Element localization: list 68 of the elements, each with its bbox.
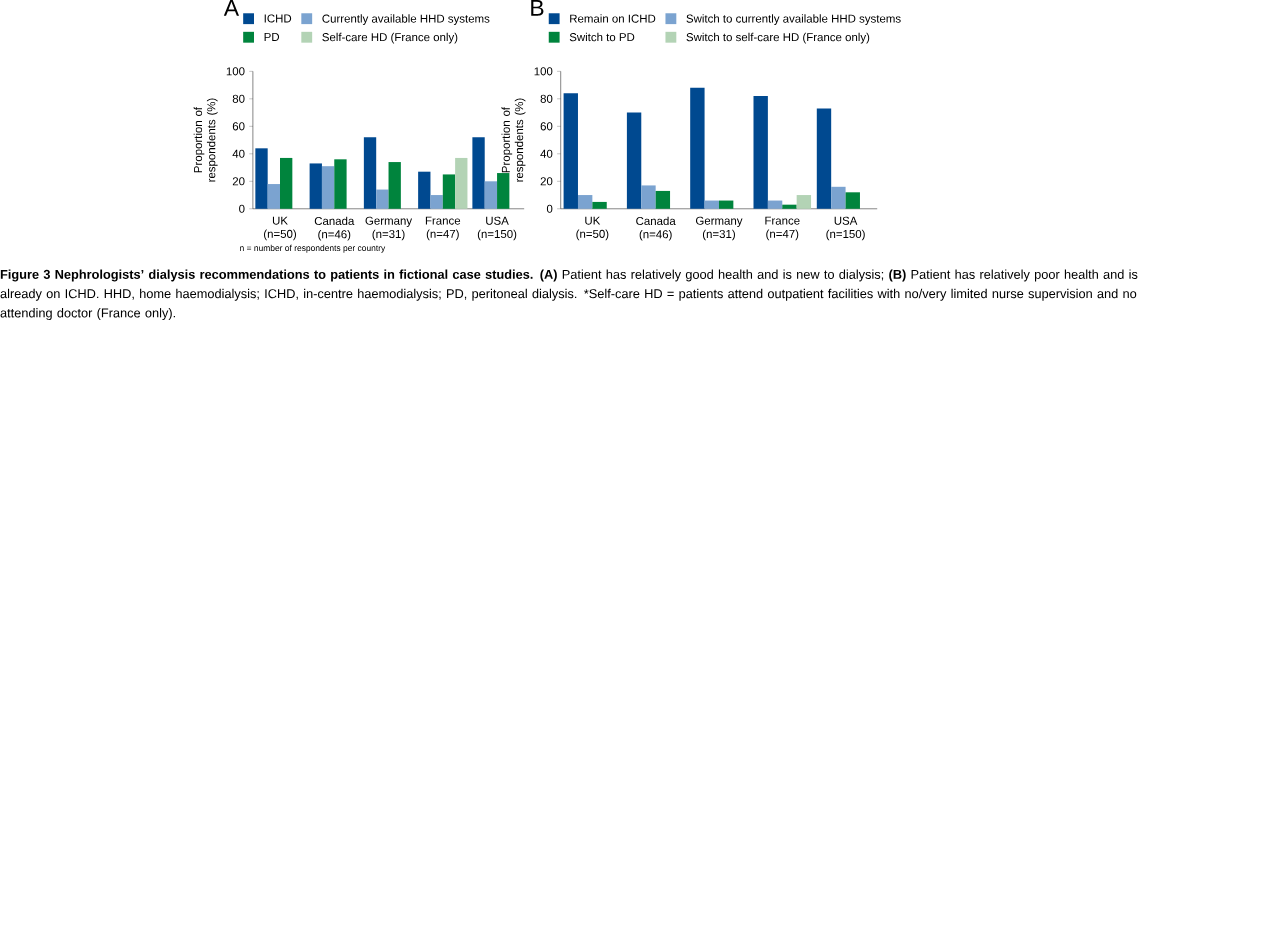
x-tick-label: Germany (n=31) bbox=[365, 216, 413, 241]
bar bbox=[753, 96, 768, 209]
y-tick-label: 80 bbox=[540, 94, 553, 103]
x-tick-label: UK (n=50) bbox=[576, 216, 609, 241]
bar bbox=[816, 108, 832, 209]
bar bbox=[592, 201, 607, 209]
bar bbox=[690, 87, 705, 209]
x-tick-label: France (n=47) bbox=[765, 216, 800, 241]
x-tick-label: Canada (n=46) bbox=[314, 216, 355, 241]
x-tick-label: USA (n=150) bbox=[477, 216, 517, 241]
y-tick-label: 60 bbox=[232, 122, 245, 131]
y-axis-title: Proportion of respondents (%) bbox=[193, 98, 218, 182]
y-axis-title: Proportion of respondents (%) bbox=[501, 98, 526, 182]
y-tick-label: 80 bbox=[232, 94, 245, 103]
bar bbox=[563, 93, 578, 209]
bar bbox=[388, 162, 401, 209]
bar bbox=[641, 185, 656, 209]
x-tick-label: France (n=47) bbox=[425, 216, 461, 241]
bar bbox=[484, 181, 498, 209]
bar bbox=[418, 171, 431, 209]
bar bbox=[321, 166, 335, 209]
x-tick-label: Germany (n=31) bbox=[695, 216, 743, 241]
bar bbox=[718, 200, 734, 209]
x-tick-label: USA (n=150) bbox=[826, 216, 865, 241]
chart-title: A bbox=[223, 0, 240, 16]
bar bbox=[655, 190, 671, 209]
y-tick-label: 100 bbox=[534, 67, 553, 76]
y-tick-label: 0 bbox=[546, 204, 553, 213]
legend-label: Switch to self-care HD (France only) bbox=[686, 32, 870, 44]
bar bbox=[796, 195, 812, 209]
legend-label: Switch to currently available HHD systems bbox=[686, 14, 901, 25]
bar bbox=[309, 163, 322, 209]
text: n = number of respondents per country bbox=[240, 244, 386, 253]
bar bbox=[831, 186, 846, 209]
bar bbox=[267, 184, 281, 209]
chart-title: B bbox=[531, 0, 544, 16]
bar bbox=[704, 200, 719, 209]
text: Figure 3 Nephrologists’ dialysis recommendations to patients in fictional case studies. (A) Patient has relatively good health and is new to dialysis; (B) Patient has relatively poor health and is already on ICHD. HHD, home haemodialysis; ICHD, in-centre haemodialysis; PD, peritoneal dialysis. *Self-care HD = patients attend outpatient facilities with no/very limited nurse supervision and no attending doctor (France only). bbox=[0, 269, 1138, 321]
y-tick-label: 20 bbox=[540, 177, 553, 186]
bar bbox=[334, 159, 347, 209]
bar bbox=[430, 195, 443, 209]
bar bbox=[255, 148, 268, 209]
y-tick-label: 60 bbox=[540, 122, 553, 131]
bar bbox=[376, 189, 389, 209]
legend-label: PD bbox=[264, 33, 280, 41]
legend-label: Currently available HHD systems bbox=[322, 14, 490, 25]
bar bbox=[767, 200, 783, 209]
y-tick-label: 40 bbox=[540, 149, 553, 158]
bar bbox=[280, 157, 293, 209]
y-tick-label: 40 bbox=[232, 149, 245, 158]
bar bbox=[363, 137, 377, 209]
x-tick-label: Canada (n=46) bbox=[636, 216, 676, 241]
legend-label: Switch to PD bbox=[569, 32, 635, 42]
bar bbox=[442, 174, 456, 209]
bar bbox=[455, 157, 468, 209]
x-tick-label: UK (n=50) bbox=[264, 216, 297, 241]
bar bbox=[782, 204, 797, 209]
y-tick-label: 0 bbox=[239, 204, 245, 213]
bar bbox=[472, 137, 485, 209]
bar bbox=[577, 195, 593, 209]
legend-label: ICHD bbox=[264, 14, 292, 23]
bar bbox=[845, 192, 860, 209]
bar bbox=[626, 112, 642, 209]
legend-label: Remain on ICHD bbox=[570, 14, 656, 23]
bar bbox=[497, 173, 510, 209]
legend-label: Self-care HD (France only) bbox=[322, 32, 458, 44]
y-tick-label: 100 bbox=[226, 67, 245, 76]
y-tick-label: 20 bbox=[232, 177, 245, 186]
